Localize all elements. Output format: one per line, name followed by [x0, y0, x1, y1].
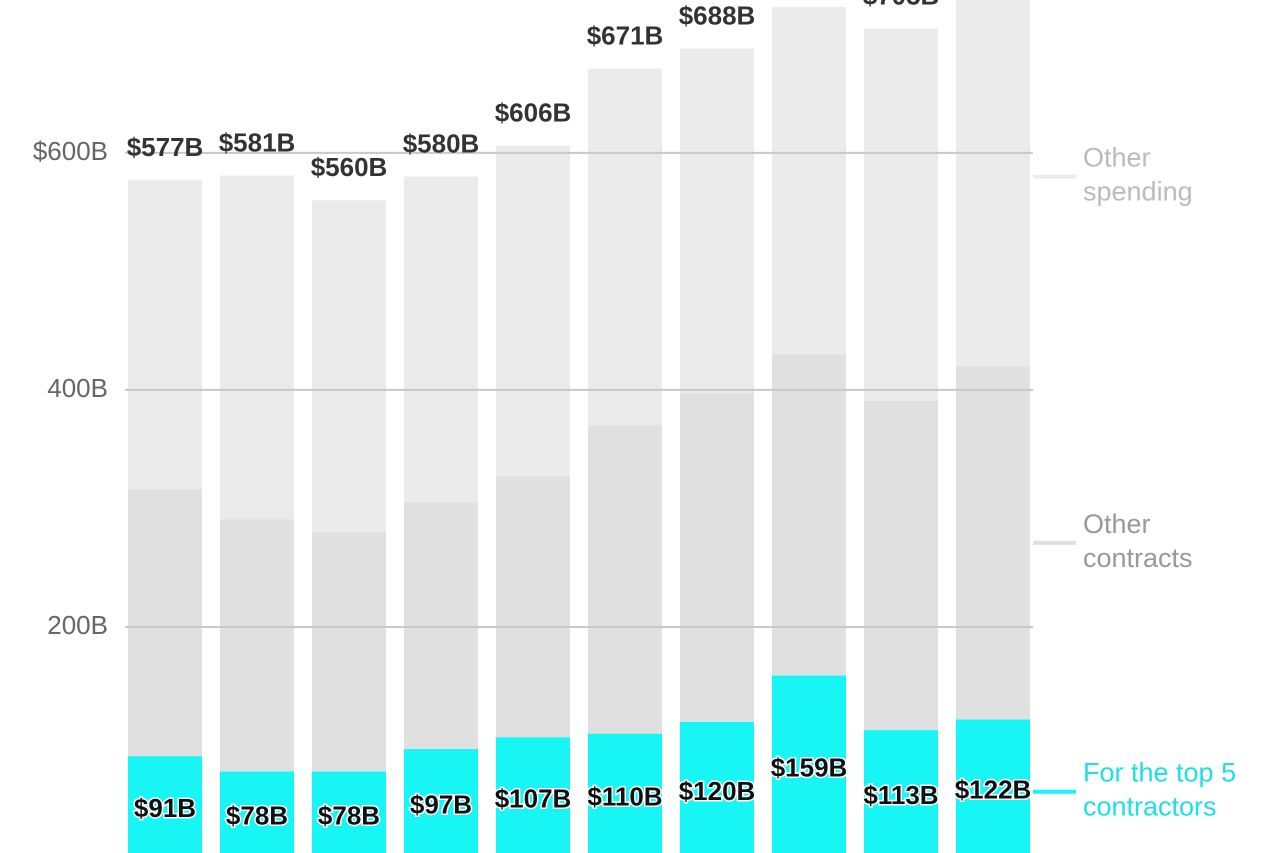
total-label: $606B [495, 98, 572, 128]
total-label: $577B [127, 132, 204, 162]
y-tick-label: 200B [47, 610, 108, 640]
value-label: $97B [410, 789, 472, 819]
value-label: $159B [771, 753, 848, 783]
total-label: $560B [311, 152, 388, 182]
bar-segment [404, 176, 478, 503]
total-label: $580B [403, 128, 480, 158]
y-tick-label: 400B [47, 373, 108, 403]
bar-segment [128, 489, 202, 757]
value-label: $78B [226, 801, 288, 831]
bar-segment [220, 175, 294, 520]
bar-segment [312, 771, 386, 853]
bar-segment [588, 733, 662, 853]
bar-segment [956, 0, 1030, 367]
bar-segment [220, 771, 294, 853]
total-label: $688B [679, 0, 756, 30]
bar-segment [312, 532, 386, 772]
bar-segment [588, 68, 662, 426]
bar-segment [128, 756, 202, 853]
bar-segment [772, 354, 846, 676]
bar-segment [128, 180, 202, 490]
bar-segment [220, 519, 294, 772]
bar-segment [496, 476, 570, 738]
bar-segment [772, 675, 846, 853]
value-label: $91B [134, 793, 196, 823]
bar-segment [680, 393, 754, 722]
total-label: $705B [863, 0, 940, 10]
total-label: $671B [587, 21, 664, 51]
bar-segment [956, 366, 1030, 720]
bar-segment [864, 400, 938, 731]
legend-label: Other spending [1083, 143, 1193, 207]
value-label: $78B [318, 801, 380, 831]
value-label: $110B [587, 782, 662, 812]
legend-label: For the top 5 contractors [1083, 758, 1236, 822]
legend-label: Other contracts [1083, 509, 1193, 573]
value-label: $120B [679, 776, 756, 806]
bar-segment [864, 730, 938, 853]
value-label: $113B [863, 780, 938, 810]
value-label: $107B [495, 783, 572, 813]
bar-segment [496, 145, 570, 477]
total-label: $581B [219, 127, 296, 157]
bar-segment [404, 502, 478, 750]
bar-segment [680, 721, 754, 853]
bar-segment [404, 749, 478, 853]
bar-segment [496, 737, 570, 853]
bar-segment [312, 200, 386, 533]
bar-segment [588, 425, 662, 734]
y-tick-label: $600B [33, 136, 108, 166]
bar-segment [772, 7, 846, 355]
value-label: $122B [955, 775, 1032, 805]
bar-segment [956, 719, 1030, 853]
bar-segment [864, 28, 938, 401]
bar-segment [680, 48, 754, 394]
